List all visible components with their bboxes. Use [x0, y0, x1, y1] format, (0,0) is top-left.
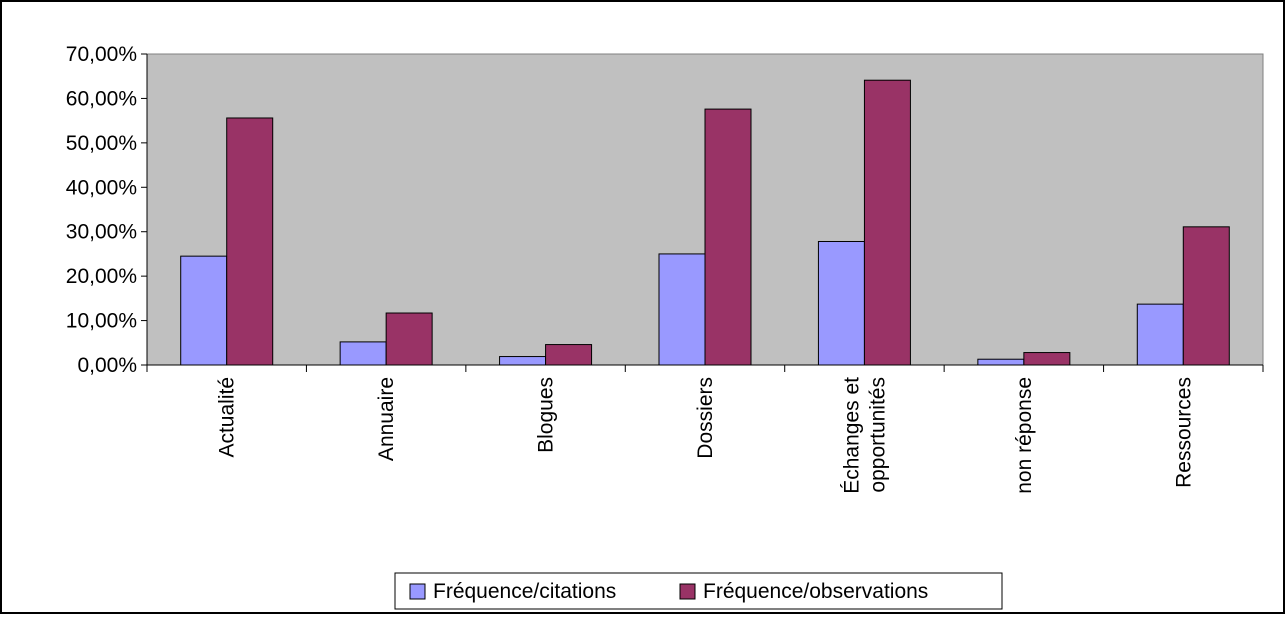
- bar-frequence-observations-ressources: [1182, 226, 1230, 366]
- bar-frequence-citations-blogues: [499, 356, 547, 366]
- x-category-label-echanges-et-opportunites: Échanges et opportunités: [840, 377, 889, 494]
- bar-frequence-observations-echanges-et-opportunites: [863, 79, 911, 366]
- y-tick-label: 0,00%: [77, 354, 137, 377]
- bar-frequence-observations-blogues: [545, 344, 593, 366]
- x-category-label-actualite: Actualité: [216, 377, 239, 458]
- y-tick-label: 40,00%: [66, 176, 137, 199]
- y-tick-label: 20,00%: [66, 265, 137, 288]
- legend-label-citations: Fréquence/citations: [433, 580, 616, 603]
- bar-frequence-observations-actualite: [226, 117, 274, 366]
- x-category-label-line: non réponse: [1013, 377, 1036, 494]
- x-category-label-line: opportunités: [866, 377, 889, 493]
- legend-label-observations: Fréquence/observations: [703, 580, 928, 603]
- x-category-label-annuaire: Annuaire: [375, 377, 398, 461]
- bar-frequence-observations-non-reponse: [1023, 352, 1071, 366]
- bar-frequence-observations-dossiers: [704, 108, 752, 366]
- x-category-label-line: Échanges et: [840, 377, 863, 494]
- bars-group: [180, 79, 1230, 366]
- bar-frequence-citations-annuaire: [339, 341, 387, 366]
- x-category-label-ressources: Ressources: [1172, 377, 1195, 488]
- y-tick-label: 30,00%: [66, 221, 137, 244]
- x-category-label-dossiers: Dossiers: [694, 377, 717, 459]
- bar-frequence-citations-echanges-et-opportunites: [817, 240, 865, 366]
- x-category-label-line: Dossiers: [694, 377, 717, 459]
- bar-frequence-citations-actualite: [180, 255, 228, 366]
- x-category-label-line: Ressources: [1172, 377, 1195, 488]
- y-tick-label: 10,00%: [66, 310, 137, 333]
- bar-frequence-citations-non-reponse: [977, 358, 1025, 366]
- legend: Fréquence/citations Fréquence/observatio…: [394, 572, 1003, 610]
- bar-frequence-citations-ressources: [1136, 303, 1184, 366]
- x-category-label-line: Blogues: [535, 377, 558, 453]
- x-axis: Actualité Annuaire Blogues Dossiers Échanges…: [146, 364, 1264, 494]
- legend-swatch-citations: [409, 583, 426, 600]
- bar-frequence-citations-dossiers: [658, 253, 706, 366]
- y-tick-label: 50,00%: [66, 132, 137, 155]
- x-category-label-blogues: Blogues: [535, 377, 558, 453]
- y-tick-label: 60,00%: [66, 87, 137, 110]
- x-category-label-line: Actualité: [216, 377, 239, 458]
- legend-box: [394, 572, 1003, 610]
- bar-frequence-observations-annuaire: [385, 312, 433, 366]
- x-category-label-line: Annuaire: [375, 377, 398, 461]
- x-category-label-non-reponse: non réponse: [1013, 377, 1036, 494]
- legend-swatch-observations: [679, 583, 696, 600]
- y-tick-label: 70,00%: [66, 43, 137, 66]
- y-axis: 0,00% 10,00% 20,00% 30,00% 40,00% 50,00% 60,00…: [66, 43, 148, 377]
